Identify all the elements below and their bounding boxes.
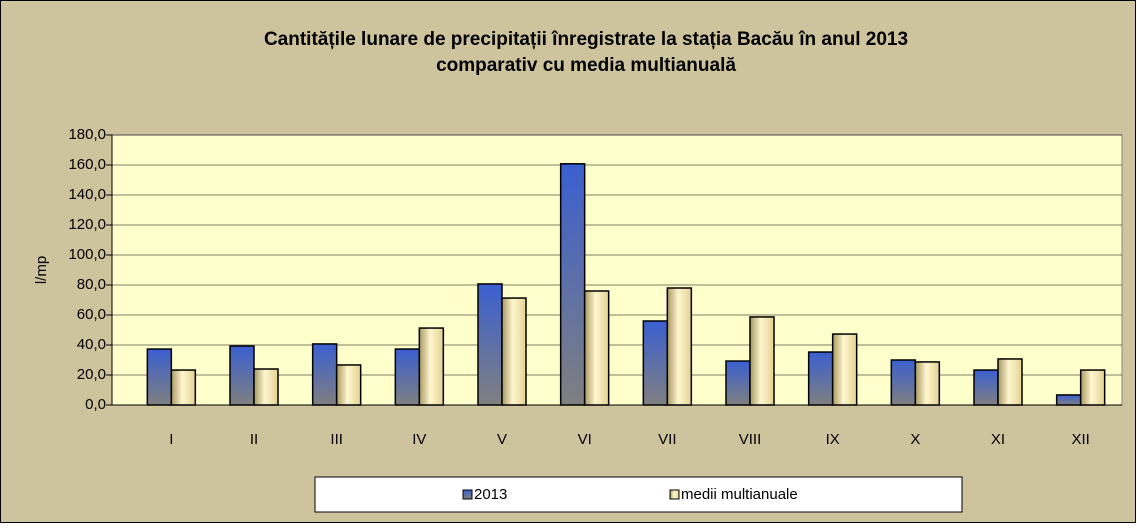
bar <box>1055 394 1082 406</box>
chart-title: Cantitățile lunare de precipitații înreg… <box>264 29 908 50</box>
y-tick-label: 0,0 <box>85 396 106 413</box>
x-tick-label: X <box>910 431 920 448</box>
bar <box>418 327 445 406</box>
x-tick-label: VIII <box>739 431 762 448</box>
chart-subtitle: comparativ cu media multianuală <box>436 55 736 76</box>
bar <box>831 333 858 406</box>
bar <box>477 283 503 406</box>
x-tick-label: IV <box>412 431 426 448</box>
bar <box>973 369 999 406</box>
plot-area <box>111 134 1123 406</box>
bar <box>914 361 941 406</box>
y-tick-label: 180,0 <box>68 126 106 143</box>
bar <box>583 290 610 406</box>
x-tick-label: VI <box>578 431 592 448</box>
bar <box>229 345 255 406</box>
y-tick-label: 160,0 <box>68 156 106 173</box>
y-tick-label: 80,0 <box>77 276 106 293</box>
bar <box>807 351 834 406</box>
y-tick-label: 120,0 <box>68 216 106 233</box>
x-tick-label: VII <box>658 431 676 448</box>
bar <box>725 360 751 406</box>
legend-swatch <box>462 489 473 500</box>
y-tick-label: 60,0 <box>77 306 106 323</box>
y-tick-label: 100,0 <box>68 246 106 263</box>
y-tick-label: 40,0 <box>77 336 106 353</box>
bar <box>335 364 362 406</box>
bar <box>890 359 917 406</box>
x-tick-label: V <box>497 431 507 448</box>
bar <box>749 316 775 406</box>
bar <box>642 320 669 406</box>
x-tick-label: XI <box>991 431 1005 448</box>
bar <box>1079 369 1106 406</box>
bar <box>501 297 527 406</box>
x-tick-label: II <box>250 431 258 448</box>
legend <box>314 476 963 513</box>
y-axis-label: l/mp <box>33 256 50 284</box>
bar <box>666 287 693 406</box>
bar <box>394 348 421 406</box>
y-tick-label: 20,0 <box>77 366 106 383</box>
legend-label: 2013 <box>474 486 507 503</box>
bar <box>559 163 586 406</box>
x-tick-label: III <box>330 431 343 448</box>
bar <box>170 369 197 406</box>
legend-label: medii multianuale <box>681 486 798 503</box>
y-tick-label: 140,0 <box>68 186 106 203</box>
bar <box>253 368 279 406</box>
x-tick-label: I <box>169 431 173 448</box>
bar <box>146 348 173 406</box>
x-tick-label: IX <box>826 431 840 448</box>
x-tick-label: XII <box>1071 431 1089 448</box>
bar <box>311 343 338 406</box>
legend-swatch <box>669 489 680 500</box>
bar <box>997 358 1023 406</box>
